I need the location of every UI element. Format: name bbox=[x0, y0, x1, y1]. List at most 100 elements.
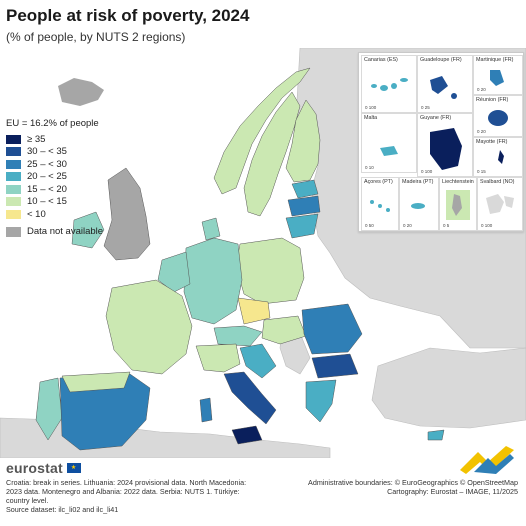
legend-item: 30 – < 35 bbox=[6, 146, 126, 159]
footnotes: Croatia: break in series. Lithuania: 202… bbox=[6, 478, 264, 514]
inset-map bbox=[370, 200, 390, 212]
inset-label: Guadeloupe (FR) bbox=[420, 57, 462, 63]
footnote-text: Croatia: break in series. Lithuania: 202… bbox=[6, 478, 247, 505]
credits: Administrative boundaries: © EuroGeograp… bbox=[296, 478, 518, 496]
legend-swatch bbox=[6, 159, 21, 169]
inset-map bbox=[490, 70, 504, 86]
region-germany bbox=[183, 237, 243, 325]
legend-label: ≥ 35 bbox=[27, 133, 46, 145]
legend-swatch bbox=[6, 209, 21, 219]
legend-item: 20 – < 25 bbox=[6, 171, 126, 184]
region-denmark bbox=[201, 217, 221, 241]
legend-label: 30 – < 35 bbox=[27, 146, 67, 158]
inset-label: Malta bbox=[364, 115, 378, 121]
region-lithuania bbox=[285, 213, 319, 239]
image-logo-icon bbox=[460, 446, 514, 474]
inset-guadeloupe: Guadeloupe (FR) 0 25 bbox=[417, 55, 473, 113]
legend-swatch bbox=[6, 226, 21, 237]
inset-acores: Açores (PT) 0 50 bbox=[361, 177, 399, 231]
legend-label: 10 – < 15 bbox=[27, 196, 67, 208]
region-greece bbox=[305, 379, 337, 423]
inset-map bbox=[498, 150, 504, 164]
inset-scale: 0 20 bbox=[403, 223, 412, 228]
inset-label: Açores (PT) bbox=[364, 179, 393, 185]
cartography-credit: Cartography: Eurostat – IMAGE, 11/2025 bbox=[387, 487, 518, 496]
region-spain-north bbox=[61, 371, 131, 393]
brand-name: eurostat bbox=[6, 460, 63, 476]
region-hungary bbox=[261, 315, 307, 345]
inset-map bbox=[486, 194, 514, 214]
map-title: People at risk of poverty, 2024 bbox=[6, 6, 250, 25]
region-spain bbox=[59, 373, 151, 451]
region-ireland bbox=[71, 211, 105, 249]
inset-scale: 0 50 bbox=[365, 223, 374, 228]
inset-scale: 0 100 bbox=[365, 105, 377, 110]
region-czechia bbox=[237, 297, 271, 325]
inset-map bbox=[488, 110, 508, 126]
inset-label: Liechtenstein bbox=[442, 179, 474, 185]
legend-swatch bbox=[6, 134, 21, 144]
legend-label: Data not available bbox=[27, 226, 104, 238]
inset-mayotte: Mayotte (FR) 0 15 bbox=[473, 137, 523, 177]
region-romania bbox=[301, 303, 363, 355]
region-benelux bbox=[157, 251, 191, 293]
inset-scale: 0 5 bbox=[443, 223, 450, 228]
inset-scale: 0 25 bbox=[421, 105, 430, 110]
land-turkey bbox=[371, 347, 526, 429]
region-cyprus bbox=[427, 429, 445, 441]
region-finland bbox=[285, 99, 321, 183]
inset-svalbard: Svalbard (NO) 0 100 bbox=[477, 177, 523, 231]
region-italy-south bbox=[223, 371, 277, 425]
inset-map bbox=[430, 76, 457, 99]
region-sicily bbox=[231, 425, 263, 445]
legend-swatch bbox=[6, 172, 21, 182]
inset-reunion: Réunion (FR) 0 20 bbox=[473, 95, 523, 137]
region-latvia bbox=[287, 195, 321, 217]
region-poland bbox=[235, 237, 305, 305]
region-france bbox=[105, 279, 193, 375]
inset-scale: 0 20 bbox=[477, 87, 486, 92]
region-bulgaria bbox=[311, 353, 359, 379]
inset-scale: 0 20 bbox=[477, 129, 486, 134]
eurostat-logo: eurostat bbox=[6, 460, 81, 476]
inset-malta: Malta 0 10 bbox=[361, 113, 417, 173]
legend-item: 25 – < 30 bbox=[6, 158, 126, 171]
inset-map bbox=[411, 203, 425, 209]
region-sardinia bbox=[199, 397, 213, 423]
legend-item: < 10 bbox=[6, 208, 126, 221]
inset-map bbox=[371, 78, 408, 91]
inset-scale: 0 15 bbox=[477, 169, 486, 174]
legend-item: 15 – < 20 bbox=[6, 183, 126, 196]
legend-label: 25 – < 30 bbox=[27, 158, 67, 170]
region-norway bbox=[213, 67, 311, 195]
legend-swatch bbox=[6, 184, 21, 194]
inset-madeira: Madeira (PT) 0 20 bbox=[399, 177, 439, 231]
legend: EU = 16.2% of people ≥ 35 30 – < 35 25 –… bbox=[6, 118, 126, 238]
inset-martinique: Martinique (FR) 0 20 bbox=[473, 55, 523, 95]
inset-map bbox=[430, 128, 462, 170]
map-subtitle: (% of people, by NUTS 2 regions) bbox=[6, 30, 186, 44]
legend-item: 10 – < 15 bbox=[6, 196, 126, 209]
inset-label: Svalbard (NO) bbox=[480, 179, 515, 185]
inset-map bbox=[446, 190, 470, 220]
legend-label: 20 – < 25 bbox=[27, 171, 67, 183]
eu-flag-icon bbox=[66, 463, 81, 473]
region-portugal bbox=[35, 377, 63, 441]
inset-scale: 0 100 bbox=[481, 223, 493, 228]
inset-label: Mayotte (FR) bbox=[476, 139, 508, 145]
inset-scale: 0 100 bbox=[421, 169, 433, 174]
legend-item: ≥ 35 bbox=[6, 133, 126, 146]
region-estonia bbox=[291, 179, 319, 199]
legend-item-not-available: Data not available bbox=[6, 226, 126, 239]
inset-label: Canarias (ES) bbox=[364, 57, 398, 63]
inset-label: Martinique (FR) bbox=[476, 57, 514, 63]
region-croatia bbox=[239, 343, 277, 379]
region-uk bbox=[103, 167, 151, 261]
legend-label: < 10 bbox=[27, 208, 46, 220]
land-balkans-nonEU bbox=[279, 331, 311, 375]
region-austria bbox=[213, 325, 263, 347]
legend-label: 15 – < 20 bbox=[27, 183, 67, 195]
legend-swatch bbox=[6, 197, 21, 207]
inset-map bbox=[380, 146, 398, 156]
region-sweden bbox=[243, 91, 301, 217]
